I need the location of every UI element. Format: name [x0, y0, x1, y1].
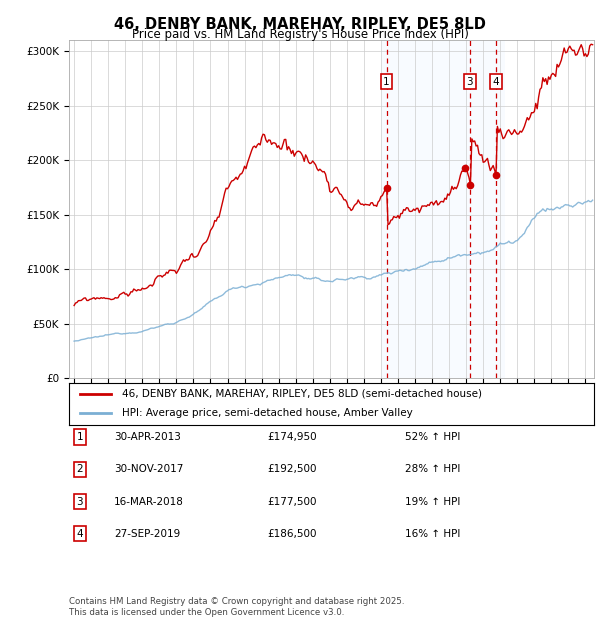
Text: 4: 4 — [493, 77, 499, 87]
Text: 4: 4 — [76, 529, 83, 539]
Text: 46, DENBY BANK, MAREHAY, RIPLEY, DE5 8LD (semi-detached house): 46, DENBY BANK, MAREHAY, RIPLEY, DE5 8LD… — [121, 389, 482, 399]
Text: 1: 1 — [76, 432, 83, 442]
Text: £174,950: £174,950 — [267, 432, 317, 442]
Text: 3: 3 — [76, 497, 83, 507]
Text: 2: 2 — [76, 464, 83, 474]
Text: 3: 3 — [466, 77, 473, 87]
Text: Contains HM Land Registry data © Crown copyright and database right 2025.
This d: Contains HM Land Registry data © Crown c… — [69, 598, 404, 617]
Text: £177,500: £177,500 — [267, 497, 317, 507]
Text: 16-MAR-2018: 16-MAR-2018 — [114, 497, 184, 507]
Text: 19% ↑ HPI: 19% ↑ HPI — [405, 497, 460, 507]
Text: 16% ↑ HPI: 16% ↑ HPI — [405, 529, 460, 539]
Bar — [381, 40, 505, 378]
Text: 46, DENBY BANK, MAREHAY, RIPLEY, DE5 8LD: 46, DENBY BANK, MAREHAY, RIPLEY, DE5 8LD — [114, 17, 486, 32]
Text: 30-APR-2013: 30-APR-2013 — [114, 432, 181, 442]
Text: £192,500: £192,500 — [267, 464, 317, 474]
Text: 27-SEP-2019: 27-SEP-2019 — [114, 529, 180, 539]
Text: £186,500: £186,500 — [267, 529, 317, 539]
Text: HPI: Average price, semi-detached house, Amber Valley: HPI: Average price, semi-detached house,… — [121, 409, 412, 419]
Text: 52% ↑ HPI: 52% ↑ HPI — [405, 432, 460, 442]
Text: Price paid vs. HM Land Registry's House Price Index (HPI): Price paid vs. HM Land Registry's House … — [131, 28, 469, 41]
Text: 1: 1 — [383, 77, 390, 87]
Text: 30-NOV-2017: 30-NOV-2017 — [114, 464, 184, 474]
Text: 28% ↑ HPI: 28% ↑ HPI — [405, 464, 460, 474]
